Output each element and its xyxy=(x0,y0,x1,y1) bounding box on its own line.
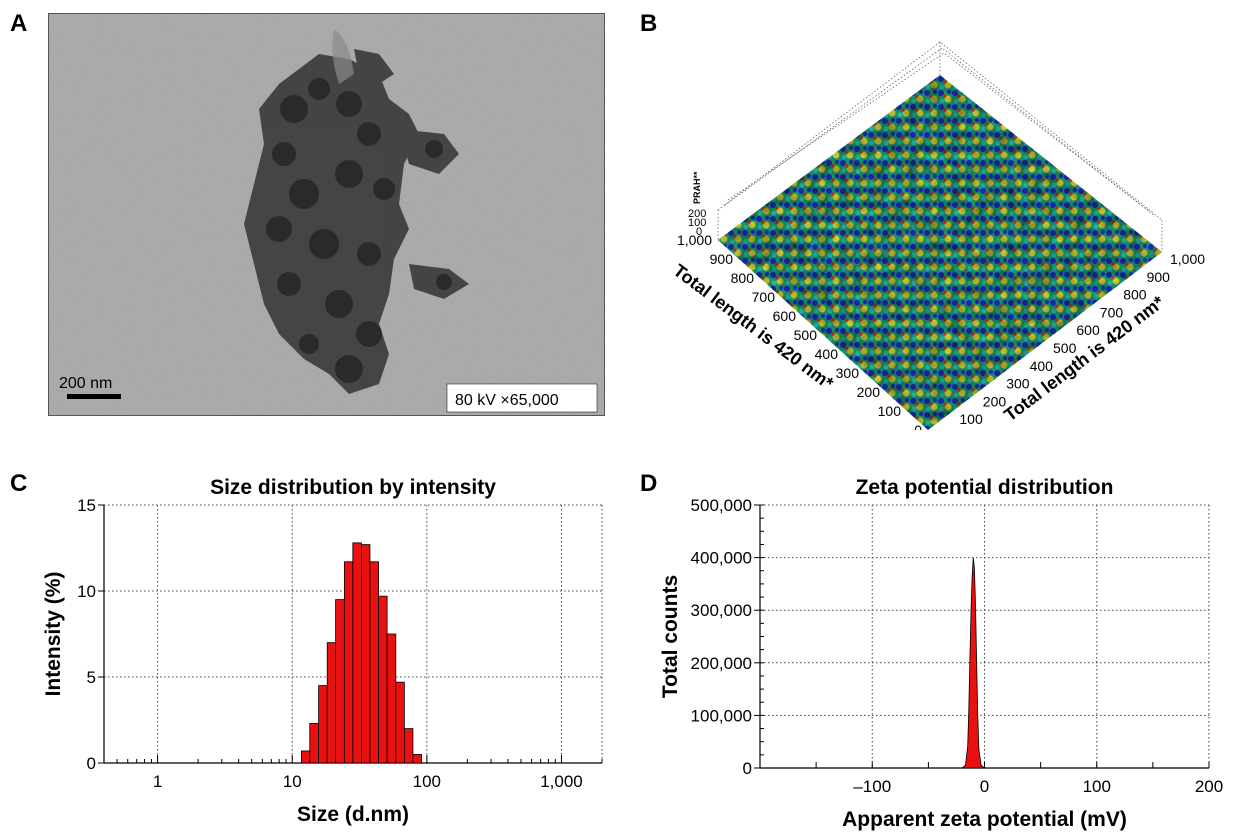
size-chart-bar xyxy=(352,542,362,764)
afm-right-tick-label: 900 xyxy=(1147,269,1171,285)
zeta-chart-y-tick-label: 300,000 xyxy=(691,601,752,620)
afm-left-tick-label: 200 xyxy=(857,384,881,400)
afm-right-tick-label: 700 xyxy=(1100,304,1124,320)
afm-left-tick-label: 0 xyxy=(914,422,922,430)
size-distribution-chart: Size distribution by intensity 0 5 10 15 1 10 1… xyxy=(0,470,617,833)
zeta-potential-chart: Zeta potential distribution 0 100,000 200,0… xyxy=(617,470,1234,833)
afm-z-axis-label: PRAH** xyxy=(692,171,702,204)
afm-right-tick-label: 500 xyxy=(1053,340,1077,356)
scale-bar-label: 200 nm xyxy=(59,375,112,392)
size-chart-bar xyxy=(369,561,379,764)
afm-surface-plot: PRAH** 200 100 0 1,000 900 800 700 600 500 400… xyxy=(630,20,1234,445)
afm-right-tick-label: 400 xyxy=(1030,358,1054,374)
zeta-chart-area xyxy=(960,557,986,769)
zeta-chart-y-axis-label: Total counts xyxy=(659,575,682,698)
afm-z-tick: 200 xyxy=(688,208,706,220)
zeta-chart-title: Zeta potential distribution xyxy=(856,476,1114,499)
size-chart-bar xyxy=(378,595,388,764)
afm-right-tick-label: 0 xyxy=(936,429,944,430)
size-chart-y-tick-label: 15 xyxy=(77,496,96,515)
size-chart-y-tick-label: 10 xyxy=(77,582,96,601)
afm-left-tick-label: 400 xyxy=(815,346,839,362)
afm-left-tick-label: 800 xyxy=(731,270,755,286)
afm-left-tick-label: 500 xyxy=(794,327,818,343)
size-chart-bar xyxy=(395,681,405,764)
zeta-chart-x-tick-label: 200 xyxy=(1195,777,1223,796)
scale-bar: 200 nm xyxy=(59,375,121,399)
afm-left-tick-label: 600 xyxy=(773,308,797,324)
size-chart-bar xyxy=(318,685,328,764)
zeta-chart-y-tick-label: 100,000 xyxy=(691,706,752,725)
size-chart-x-tick-label: 100 xyxy=(413,772,441,791)
zeta-chart-y-tick-label: 500,000 xyxy=(691,496,752,515)
size-chart-bar xyxy=(412,753,422,764)
afm-right-tick-label: 300 xyxy=(1006,376,1030,392)
afm-z-axis: PRAH** 200 100 0 xyxy=(688,171,706,238)
afm-left-tick-label: 700 xyxy=(752,289,776,305)
panel-d-letter: D xyxy=(640,470,658,497)
size-chart-bar xyxy=(326,642,336,764)
afm-z-tick: 100 xyxy=(688,217,706,229)
size-chart-bar xyxy=(403,728,414,764)
zeta-chart-x-axis-label: Apparent zeta potential (mV) xyxy=(842,808,1127,831)
size-chart-y-tick-label: 0 xyxy=(87,754,96,773)
panel-b-letter: B xyxy=(640,10,658,37)
zeta-chart-x-tick-label: 0 xyxy=(980,777,989,796)
zeta-chart-y-tick-label: 200,000 xyxy=(691,654,752,673)
tem-info-box: 80 kV ×65,000 xyxy=(446,383,598,413)
size-chart-x-tick-label: 1,000 xyxy=(540,772,583,791)
afm-right-tick-label: 800 xyxy=(1123,287,1147,303)
size-chart-bar xyxy=(300,750,311,764)
afm-left-axis-ticks: 1,000 900 800 700 600 500 400 300 200 100 0 xyxy=(677,232,922,438)
afm-left-tick-label: 1,000 xyxy=(677,232,712,248)
size-chart-bar xyxy=(309,723,319,764)
size-chart-bar xyxy=(335,599,345,764)
afm-right-tick-label: 600 xyxy=(1076,322,1100,338)
afm-left-tick-label: 300 xyxy=(836,365,860,381)
size-chart-bar xyxy=(343,561,354,764)
size-chart-bar xyxy=(386,633,397,764)
tem-info-label: 80 kV ×65,000 xyxy=(455,392,559,409)
panel-a-letter: A xyxy=(10,10,28,37)
zeta-chart-x-tick-label: –100 xyxy=(853,777,891,796)
size-chart-x-axis-label: Size (d.nm) xyxy=(297,803,409,826)
panel-c-letter: C xyxy=(10,470,28,497)
size-chart-title: Size distribution by intensity xyxy=(210,476,496,499)
size-chart-bar xyxy=(361,544,371,764)
afm-left-tick-label: 900 xyxy=(710,251,734,267)
tem-micrograph: 200 nm 80 kV ×65,000 xyxy=(48,13,605,416)
afm-left-tick-label: 100 xyxy=(878,403,902,419)
size-chart-y-tick-label: 5 xyxy=(87,668,96,687)
zeta-chart-y-tick-label: 400,000 xyxy=(691,549,752,568)
zeta-chart-y-tick-label: 0 xyxy=(743,759,752,778)
afm-right-tick-label: 100 xyxy=(959,411,983,427)
size-chart-x-tick-label: 10 xyxy=(283,772,302,791)
afm-right-tick-label: 200 xyxy=(983,393,1007,409)
size-chart-y-axis-label: Intensity (%) xyxy=(42,572,65,697)
zeta-chart-x-tick-label: 100 xyxy=(1083,777,1111,796)
afm-right-tick-label: 1,000 xyxy=(1170,251,1205,267)
afm-z-tick: 0 xyxy=(696,226,702,238)
size-chart-x-tick-label: 1 xyxy=(153,772,162,791)
